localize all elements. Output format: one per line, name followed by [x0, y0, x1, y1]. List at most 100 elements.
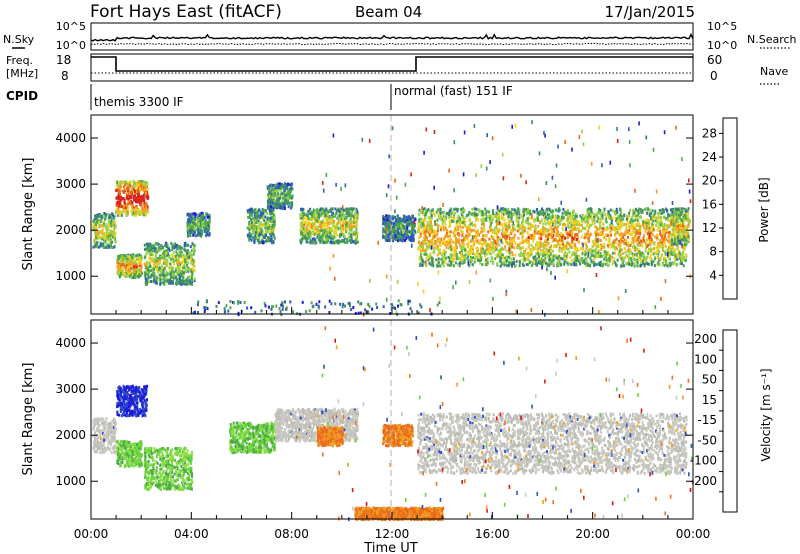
power-cell-9 [507, 234, 510, 238]
power-cell-1 [123, 190, 126, 194]
power-cell-3 [154, 255, 157, 259]
power-cell-7 [342, 232, 345, 236]
power-cell-1 [133, 206, 136, 210]
power-cell-9 [467, 255, 470, 259]
power-cell-1 [135, 196, 138, 200]
power-cell-3 [143, 262, 146, 266]
power-cell-7 [338, 217, 341, 220]
power-cell-1 [138, 194, 140, 198]
power-cell-7 [332, 224, 335, 228]
power-cell-7 [330, 209, 333, 213]
power-cell-5 [256, 213, 259, 217]
power-cell-7 [324, 221, 327, 225]
power-cell-9 [594, 262, 597, 266]
power-cell-3 [154, 279, 157, 283]
power-cell-9 [533, 210, 536, 214]
power-cell-3 [165, 243, 168, 247]
power-cell-7 [350, 220, 353, 224]
power-cell-7 [350, 237, 353, 240]
power-cell-6 [274, 189, 277, 193]
power-cell-1 [118, 214, 121, 217]
power-cell-3 [179, 262, 182, 266]
power-cell-9 [449, 253, 452, 257]
power-cell-1 [141, 197, 144, 201]
power-cell-3 [163, 279, 166, 283]
power-cell-7 [309, 207, 312, 211]
power-cell-1 [136, 200, 139, 204]
power-cell-9 [597, 251, 600, 255]
power-cell-9 [639, 208, 642, 211]
power-cell-9 [562, 236, 565, 240]
power-cell-1 [145, 207, 148, 211]
power-cell-2 [138, 261, 141, 265]
power-cell-5 [269, 207, 272, 211]
power-cell-6 [284, 198, 287, 202]
power-cell-5 [262, 211, 265, 215]
power-cell-2 [141, 271, 144, 275]
power-cell-9 [452, 214, 455, 218]
power-cell-9 [508, 256, 511, 260]
power-cell-3 [175, 282, 178, 286]
power-cell-3 [149, 242, 152, 246]
power-cell-5 [248, 233, 251, 237]
power-cell-1 [145, 213, 148, 217]
power-cell-3 [151, 253, 154, 257]
power-cell-9 [659, 256, 662, 260]
power-cell-9 [522, 246, 525, 249]
power-cell-0 [99, 219, 101, 222]
power-cell-7 [340, 233, 343, 236]
power-cell-1 [134, 183, 137, 187]
power-cell-9 [485, 216, 488, 220]
power-cell-8 [410, 217, 413, 221]
power-cell-7 [309, 232, 312, 236]
power-cell-9 [450, 212, 453, 216]
power-cell-0 [104, 213, 107, 217]
power-cell-9 [434, 220, 436, 224]
power-cell-2 [137, 259, 140, 263]
power-cell-9 [666, 218, 669, 222]
power-cell-9 [473, 260, 476, 264]
power-cell-7 [327, 230, 330, 234]
power-cell-1 [146, 195, 149, 199]
power-cell-8 [411, 239, 413, 243]
power-cell-0 [114, 231, 117, 235]
power-cell-0 [93, 217, 96, 221]
freq-label-line2: [MHz] [6, 67, 38, 80]
power-cell-9 [562, 216, 565, 220]
power-cell-3 [146, 261, 149, 265]
power-cell-9 [484, 262, 487, 266]
power-cell-0 [94, 228, 97, 232]
power-cell-8 [388, 237, 391, 241]
power-cell-8 [392, 225, 395, 229]
power-cell-9 [501, 241, 504, 245]
power-cell-9 [549, 262, 552, 266]
power-cell-3 [189, 251, 192, 255]
power-cell-5 [255, 233, 258, 237]
power-cell-7 [326, 220, 329, 224]
power-cell-9 [643, 221, 646, 225]
power-cell-9 [466, 243, 469, 246]
power-cell-5 [256, 215, 259, 219]
power-cell-8 [395, 225, 398, 228]
power-cell-9 [451, 256, 454, 260]
power-cell-3 [152, 258, 154, 262]
power-cell-0 [109, 229, 112, 233]
power-cell-6 [289, 183, 292, 187]
power-cell-9 [436, 223, 439, 227]
power-cell-3 [166, 273, 169, 277]
power-cell-7 [353, 224, 356, 228]
power-cell-5 [268, 236, 271, 240]
power-cell-3 [179, 249, 182, 253]
power-cell-7 [306, 240, 309, 244]
power-cell-9 [469, 262, 472, 266]
power-cell-7 [315, 232, 318, 236]
power-cell-7 [355, 235, 357, 239]
nave-label: Nave [760, 65, 788, 78]
power-cell-4 [201, 230, 204, 234]
power-cell-9 [471, 245, 474, 249]
power-cell-6 [291, 204, 293, 208]
power-cell-2 [138, 273, 141, 277]
power-cell-9 [484, 207, 487, 211]
power-cell-4 [198, 229, 201, 233]
power-cell-8 [382, 235, 384, 239]
